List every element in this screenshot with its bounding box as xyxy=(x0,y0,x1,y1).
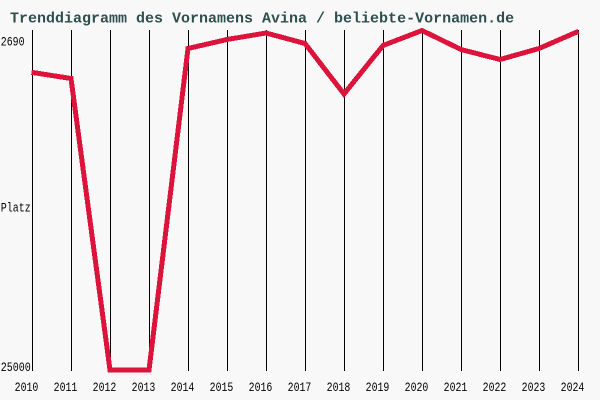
svg-text:2016: 2016 xyxy=(249,381,273,395)
svg-text:2018: 2018 xyxy=(327,381,351,395)
svg-text:2690: 2690 xyxy=(1,36,25,50)
svg-text:2013: 2013 xyxy=(132,381,156,395)
svg-text:2019: 2019 xyxy=(366,381,390,395)
svg-text:2020: 2020 xyxy=(405,381,429,395)
svg-text:Platz: Platz xyxy=(1,202,31,216)
svg-text:2015: 2015 xyxy=(210,381,234,395)
svg-text:2011: 2011 xyxy=(54,381,78,395)
svg-text:25000: 25000 xyxy=(1,361,31,375)
svg-text:2024: 2024 xyxy=(561,381,585,395)
svg-text:2017: 2017 xyxy=(288,381,312,395)
svg-text:Trenddiagramm des Vornamens Av: Trenddiagramm des Vornamens Avina / beli… xyxy=(10,10,514,27)
svg-text:2010: 2010 xyxy=(15,381,39,395)
svg-text:2021: 2021 xyxy=(444,381,468,395)
svg-text:2012: 2012 xyxy=(93,381,117,395)
svg-text:2014: 2014 xyxy=(171,381,195,395)
svg-text:2023: 2023 xyxy=(522,381,546,395)
svg-text:2022: 2022 xyxy=(483,381,507,395)
